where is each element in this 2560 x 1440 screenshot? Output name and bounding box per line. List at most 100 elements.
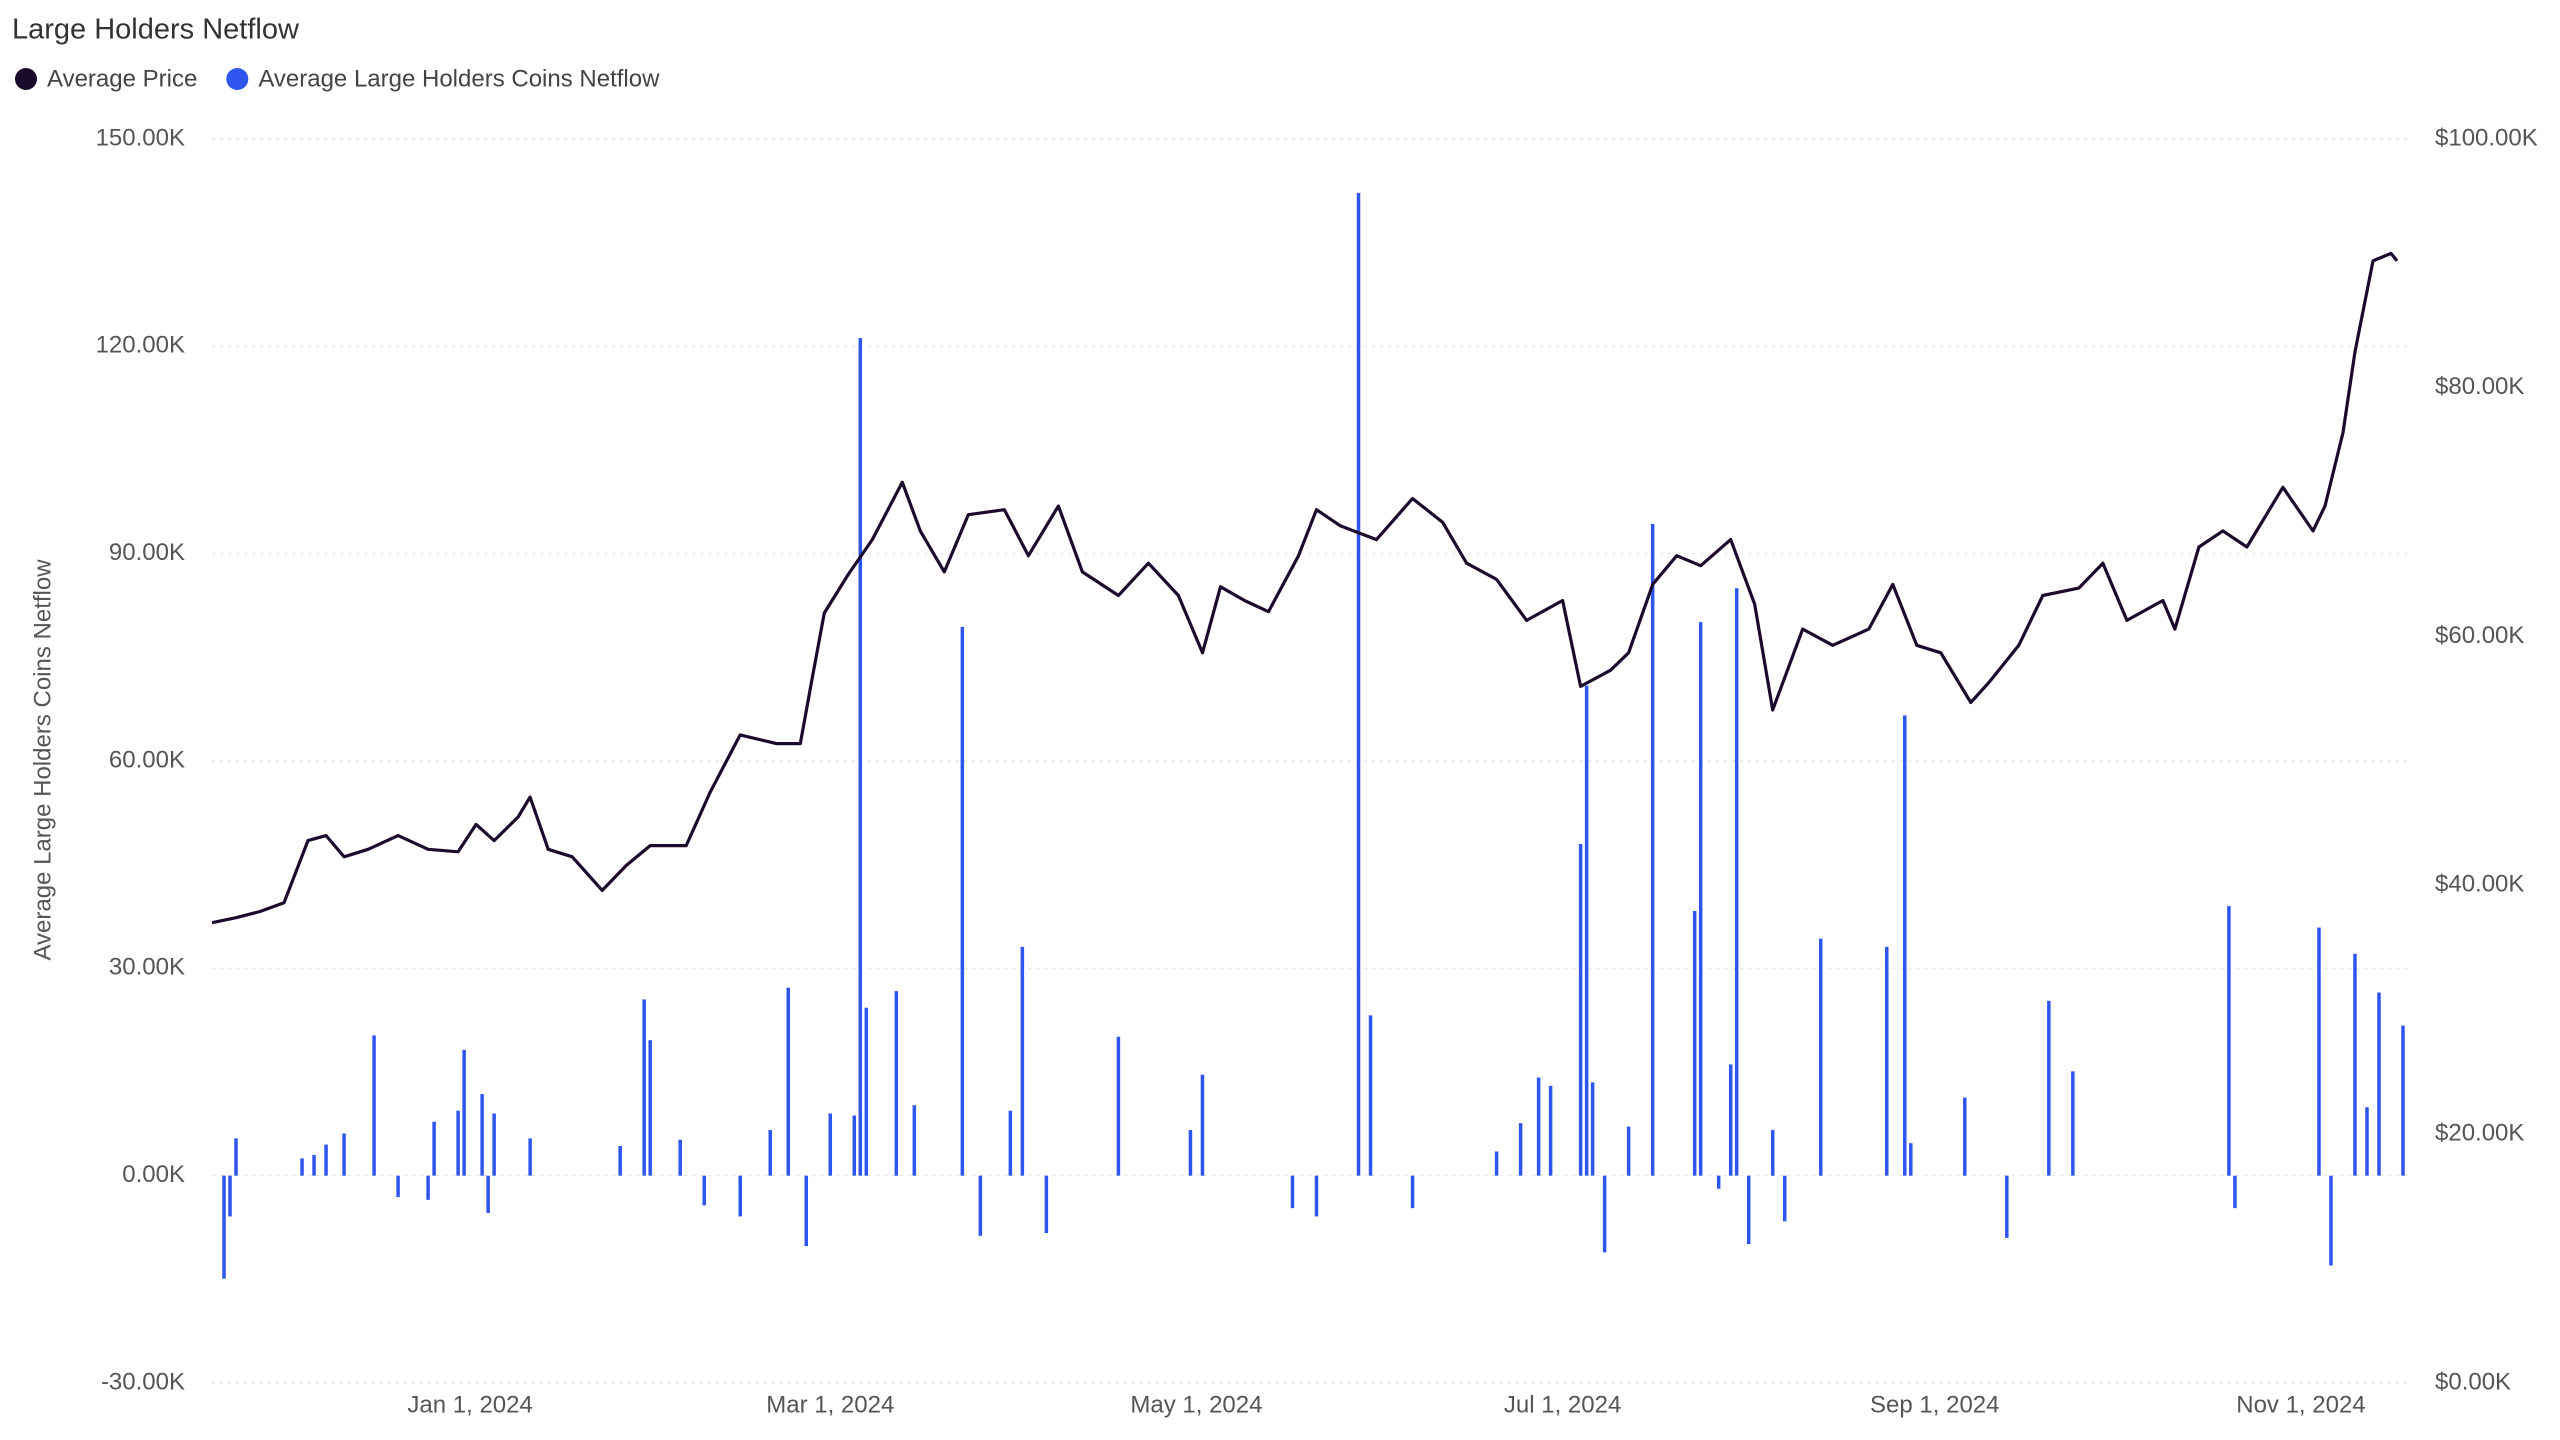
bar	[1188, 1130, 1193, 1176]
bar	[1782, 1175, 1787, 1222]
y-tick-label: 120.00K	[96, 332, 185, 359]
y-tick-label: 30.00K	[109, 954, 185, 981]
bar	[1578, 843, 1583, 1176]
bar	[1903, 715, 1907, 1176]
price-line	[211, 251, 2399, 925]
y-tick-label: 60.00K	[109, 746, 185, 773]
bar	[2353, 953, 2357, 1176]
bar	[2233, 1175, 2237, 1209]
bar	[1909, 1143, 1913, 1176]
bar	[1356, 192, 1361, 1176]
bar	[2005, 1175, 2009, 1238]
bar	[300, 1158, 304, 1176]
bar	[492, 1113, 496, 1176]
bar	[1746, 1175, 1751, 1245]
bar	[1963, 1097, 1967, 1176]
y2-tick-label: $20.00K	[2435, 1120, 2524, 1147]
bar	[648, 1040, 652, 1176]
bar	[978, 1175, 983, 1236]
y2-tick-label: $80.00K	[2435, 373, 2524, 400]
bar	[324, 1144, 328, 1176]
bar	[1494, 1151, 1499, 1176]
chart-title: Large Holders Netflow	[12, 14, 300, 46]
bar	[1716, 1175, 1721, 1189]
bar	[2377, 992, 2381, 1176]
bar	[1518, 1123, 1523, 1176]
bar	[828, 1113, 833, 1176]
x-tick-label: Mar 1, 2024	[766, 1391, 894, 1418]
x-tick-label: Jul 1, 2024	[1504, 1391, 1621, 1418]
bar	[2227, 906, 2231, 1176]
bar	[1590, 1082, 1595, 1176]
bar	[528, 1138, 532, 1176]
bar	[864, 1007, 869, 1176]
bar	[1536, 1077, 1541, 1176]
bar	[1885, 946, 1889, 1176]
bar	[432, 1121, 436, 1176]
bar	[372, 1035, 376, 1176]
y-tick-label: 90.00K	[109, 539, 185, 566]
y2-tick-label: $0.00K	[2435, 1368, 2511, 1395]
bar	[702, 1175, 706, 1206]
bar	[1008, 1110, 1013, 1176]
bar	[1770, 1130, 1775, 1176]
bar	[1410, 1175, 1415, 1209]
bar	[1368, 1015, 1373, 1176]
bar	[426, 1175, 430, 1200]
bar	[804, 1175, 809, 1247]
legend-label[interactable]: Average Price	[47, 65, 197, 92]
bar	[456, 1110, 460, 1176]
bar	[1020, 946, 1025, 1176]
bar	[1692, 910, 1697, 1176]
x-tick-label: Sep 1, 2024	[1870, 1391, 1999, 1418]
bar	[894, 991, 899, 1176]
bar	[1548, 1085, 1553, 1176]
bar	[852, 1115, 857, 1176]
bar	[2365, 1107, 2369, 1176]
bar	[1584, 685, 1589, 1176]
bar	[1290, 1175, 1295, 1209]
bar	[1818, 938, 1823, 1176]
bar	[1734, 588, 1739, 1176]
x-tick-label: Jan 1, 2024	[407, 1391, 532, 1418]
bar	[642, 999, 646, 1176]
bar	[2047, 1000, 2051, 1176]
x-tick-label: May 1, 2024	[1130, 1391, 1262, 1418]
bar	[960, 626, 965, 1176]
bar	[858, 338, 863, 1176]
bar	[1116, 1036, 1121, 1176]
x-tick-label: Nov 1, 2024	[2236, 1391, 2365, 1418]
y-tick-label: 0.00K	[122, 1161, 185, 1188]
bar	[786, 987, 791, 1176]
bar	[2071, 1071, 2075, 1176]
bar	[912, 1105, 917, 1176]
bar	[228, 1175, 232, 1217]
bar	[618, 1145, 622, 1176]
y-tick-label: -30.00K	[101, 1368, 185, 1395]
y2-tick-label: $100.00K	[2435, 124, 2538, 151]
bar	[1314, 1175, 1319, 1217]
bar	[1650, 523, 1655, 1176]
bar	[312, 1154, 316, 1176]
bar	[222, 1175, 226, 1279]
legend-marker[interactable]	[15, 68, 37, 90]
bar	[1044, 1175, 1049, 1234]
bar	[1626, 1126, 1631, 1176]
bar	[462, 1049, 466, 1176]
y2-tick-label: $40.00K	[2435, 871, 2524, 898]
bar	[234, 1138, 238, 1176]
bar	[1602, 1175, 1607, 1253]
legend-label[interactable]: Average Large Holders Coins Netflow	[258, 65, 660, 92]
y2-tick-label: $60.00K	[2435, 622, 2524, 649]
bar	[480, 1094, 484, 1176]
bar	[2317, 927, 2321, 1176]
bar	[2329, 1175, 2333, 1266]
bar	[768, 1130, 773, 1176]
bar	[396, 1175, 400, 1198]
bar	[486, 1175, 490, 1213]
bar	[342, 1133, 346, 1176]
legend-marker[interactable]	[226, 68, 249, 90]
bar	[738, 1175, 742, 1217]
